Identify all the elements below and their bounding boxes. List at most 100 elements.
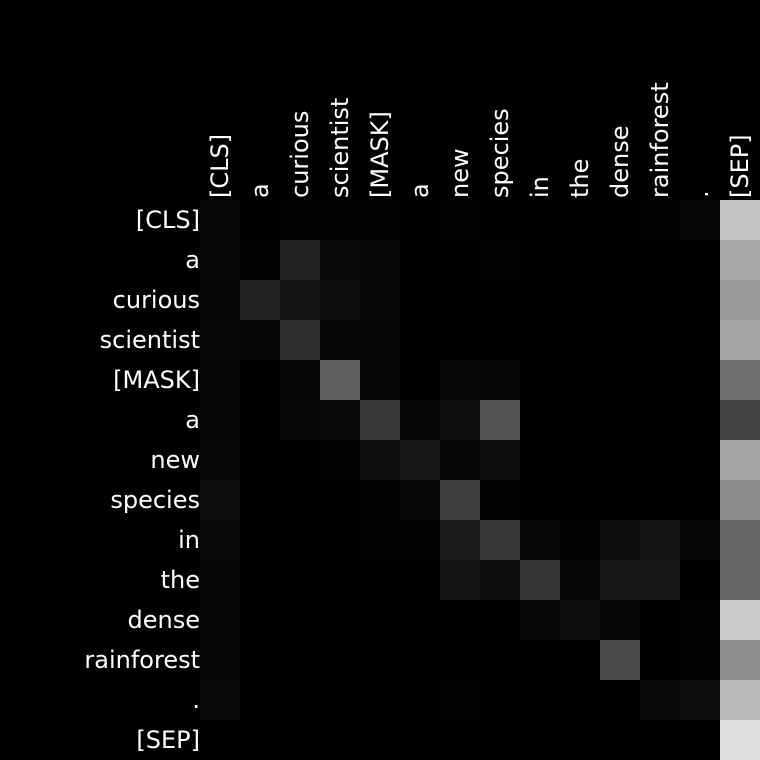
heatmap-cell-r11-c13 — [720, 640, 760, 680]
x-tick-label: [CLS] — [206, 134, 234, 198]
heatmap-cell-r1-c13 — [720, 240, 760, 280]
heatmap-cell-r12-c9 — [560, 680, 600, 720]
heatmap-cell-r12-c4 — [360, 680, 400, 720]
heatmap-cell-r9-c11 — [640, 560, 680, 600]
x-tick-label: in — [526, 176, 554, 198]
heatmap-cell-r0-c1 — [240, 200, 280, 240]
heatmap-cell-r0-c5 — [400, 200, 440, 240]
heatmap-cell-r2-c12 — [680, 280, 720, 320]
heatmap-cell-r9-c2 — [280, 560, 320, 600]
heatmap-cell-r8-c6 — [440, 520, 480, 560]
heatmap-cells — [200, 200, 760, 760]
heatmap-cell-r2-c2 — [280, 280, 320, 320]
heatmap-cell-r3-c6 — [440, 320, 480, 360]
heatmap-cell-r6-c3 — [320, 440, 360, 480]
heatmap-cell-r2-c7 — [480, 280, 520, 320]
heatmap-cell-r3-c4 — [360, 320, 400, 360]
heatmap-cell-r12-c3 — [320, 680, 360, 720]
heatmap-cell-r1-c2 — [280, 240, 320, 280]
heatmap-cell-r13-c6 — [440, 720, 480, 760]
heatmap-cell-r10-c8 — [520, 600, 560, 640]
heatmap-cell-r11-c1 — [240, 640, 280, 680]
heatmap-cell-r3-c12 — [680, 320, 720, 360]
heatmap-cell-r4-c13 — [720, 360, 760, 400]
heatmap-cell-r9-c3 — [320, 560, 360, 600]
heatmap-cell-r12-c7 — [480, 680, 520, 720]
heatmap-cell-r8-c12 — [680, 520, 720, 560]
heatmap-cell-r5-c4 — [360, 400, 400, 440]
heatmap-cell-r0-c3 — [320, 200, 360, 240]
heatmap-cell-r8-c10 — [600, 520, 640, 560]
heatmap-cell-r6-c1 — [240, 440, 280, 480]
heatmap-cell-r0-c8 — [520, 200, 560, 240]
heatmap-cell-r5-c7 — [480, 400, 520, 440]
heatmap-cell-r12-c13 — [720, 680, 760, 720]
heatmap-cell-r3-c5 — [400, 320, 440, 360]
heatmap-cell-r4-c11 — [640, 360, 680, 400]
heatmap-cell-r6-c0 — [200, 440, 240, 480]
heatmap-cell-r11-c6 — [440, 640, 480, 680]
heatmap-cell-r5-c10 — [600, 400, 640, 440]
heatmap-cell-r9-c9 — [560, 560, 600, 600]
heatmap-cell-r8-c1 — [240, 520, 280, 560]
heatmap-cell-r10-c12 — [680, 600, 720, 640]
heatmap-cell-r2-c9 — [560, 280, 600, 320]
heatmap-cell-r10-c3 — [320, 600, 360, 640]
heatmap-cell-r8-c7 — [480, 520, 520, 560]
y-tick-label: a — [185, 406, 200, 434]
heatmap-cell-r3-c0 — [200, 320, 240, 360]
heatmap-cell-r1-c11 — [640, 240, 680, 280]
heatmap-cell-r0-c13 — [720, 200, 760, 240]
heatmap-cell-r2-c3 — [320, 280, 360, 320]
y-tick-label: in — [178, 526, 200, 554]
heatmap-cell-r7-c2 — [280, 480, 320, 520]
heatmap-cell-r1-c3 — [320, 240, 360, 280]
heatmap-cell-r5-c12 — [680, 400, 720, 440]
x-tick-label: curious — [286, 111, 314, 198]
heatmap-cell-r3-c3 — [320, 320, 360, 360]
heatmap-cell-r7-c11 — [640, 480, 680, 520]
heatmap-cell-r2-c10 — [600, 280, 640, 320]
y-tick-labels: [CLS] a curious scientist [MASK] a new species i… — [84, 206, 200, 754]
heatmap-cell-r6-c10 — [600, 440, 640, 480]
heatmap-cell-r4-c0 — [200, 360, 240, 400]
heatmap-cell-r5-c13 — [720, 400, 760, 440]
x-tick-label: . — [686, 190, 714, 198]
heatmap-cell-r1-c0 — [200, 240, 240, 280]
heatmap-cell-r4-c10 — [600, 360, 640, 400]
heatmap-cell-r7-c13 — [720, 480, 760, 520]
heatmap-cell-r4-c3 — [320, 360, 360, 400]
x-tick-label: scientist — [326, 98, 354, 198]
heatmap-cell-r2-c13 — [720, 280, 760, 320]
heatmap-cell-r13-c1 — [240, 720, 280, 760]
x-tick-labels: [CLS] a curious scientist [MASK] a new species i… — [206, 82, 754, 198]
heatmap-cell-r5-c5 — [400, 400, 440, 440]
heatmap-cell-r8-c0 — [200, 520, 240, 560]
heatmap-cell-r8-c11 — [640, 520, 680, 560]
heatmap-cell-r7-c5 — [400, 480, 440, 520]
y-tick-label: rainforest — [84, 646, 200, 674]
heatmap-cell-r6-c13 — [720, 440, 760, 480]
heatmap-cell-r12-c6 — [440, 680, 480, 720]
heatmap-cell-r6-c8 — [520, 440, 560, 480]
heatmap-cell-r1-c6 — [440, 240, 480, 280]
heatmap-cell-r4-c7 — [480, 360, 520, 400]
heatmap-cell-r6-c2 — [280, 440, 320, 480]
heatmap-cell-r9-c12 — [680, 560, 720, 600]
heatmap-cell-r11-c0 — [200, 640, 240, 680]
heatmap-cell-r0-c9 — [560, 200, 600, 240]
y-tick-label: scientist — [100, 326, 200, 354]
heatmap-cell-r7-c1 — [240, 480, 280, 520]
heatmap-cell-r2-c1 — [240, 280, 280, 320]
y-tick-label: [MASK] — [113, 366, 200, 394]
heatmap-cell-r13-c8 — [520, 720, 560, 760]
heatmap-cell-r10-c4 — [360, 600, 400, 640]
heatmap-cell-r0-c7 — [480, 200, 520, 240]
heatmap-cell-r4-c6 — [440, 360, 480, 400]
heatmap-cell-r6-c5 — [400, 440, 440, 480]
heatmap-cell-r5-c1 — [240, 400, 280, 440]
heatmap-cell-r2-c4 — [360, 280, 400, 320]
x-tick-label: the — [566, 159, 594, 198]
heatmap-cell-r10-c9 — [560, 600, 600, 640]
x-tick-label: rainforest — [646, 82, 674, 198]
